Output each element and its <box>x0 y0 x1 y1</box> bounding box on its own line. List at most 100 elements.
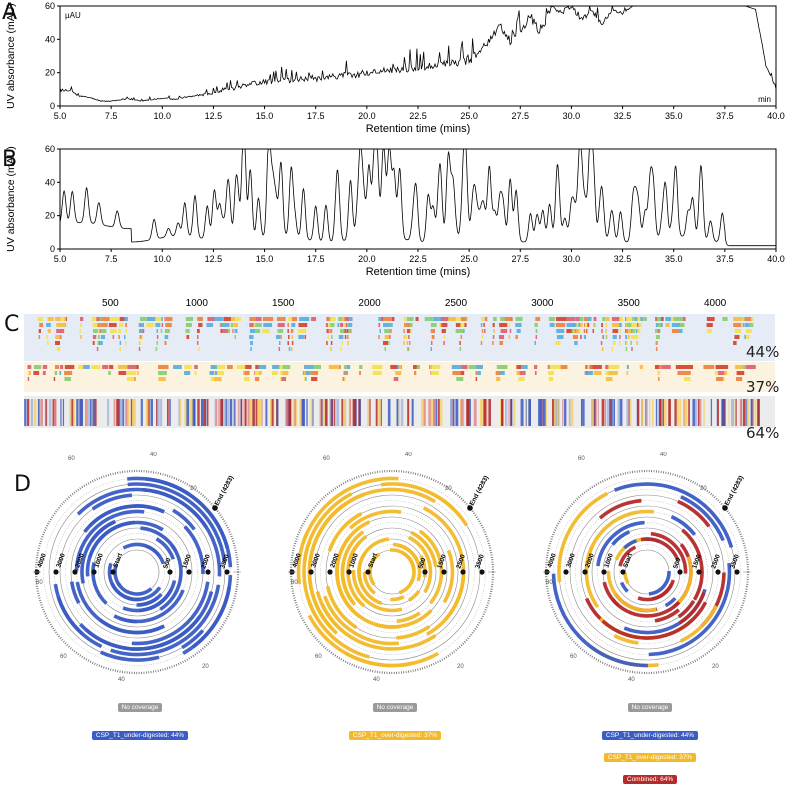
peptide-block-under <box>742 323 745 327</box>
combined-coverage-stripe <box>646 399 648 426</box>
peptide-block-under <box>677 323 685 327</box>
combined-coverage-stripe <box>87 399 90 426</box>
combined-coverage-stripe <box>460 399 464 426</box>
peptide-block-under <box>656 335 658 339</box>
peptide-block-under <box>155 317 162 321</box>
combined-coverage-stripe <box>611 399 614 426</box>
peptide-block-under <box>100 341 103 345</box>
combined-coverage-stripe <box>321 399 323 426</box>
peptide-block-under <box>253 317 262 321</box>
legend-no-coverage: No coverage <box>117 703 163 712</box>
peptide-block-under <box>573 329 580 333</box>
peptide-block-under <box>344 329 346 333</box>
peptide-block-under <box>578 317 583 321</box>
peptide-block-over <box>468 365 479 369</box>
peptide-block-under <box>556 317 567 321</box>
peptide-block-under <box>744 335 746 339</box>
peptide-block-under <box>262 317 274 321</box>
combined-coverage-stripe <box>215 399 218 426</box>
peptide-block-under <box>388 341 390 345</box>
peptide-block-over <box>118 371 127 375</box>
peptide-block-under <box>288 317 291 321</box>
peptide-block-under <box>636 335 639 339</box>
peptide-block-under <box>341 341 344 345</box>
combined-coverage-stripe <box>661 399 665 426</box>
peptide-block-under <box>480 323 483 327</box>
peptide-block-under <box>344 317 349 321</box>
peptide-block-over <box>722 377 725 381</box>
combined-coverage-stripe <box>31 399 33 426</box>
peptide-block-over <box>534 365 538 369</box>
position-label: 3500 <box>219 553 231 569</box>
peptide-block-under <box>124 317 128 321</box>
combined-coverage-stripe <box>85 399 88 426</box>
combined-coverage-stripe <box>552 399 554 426</box>
combined-coverage-stripe <box>679 399 682 426</box>
peptide-block-over <box>184 371 191 375</box>
peptide-block-under <box>612 341 616 345</box>
peptide-block-under <box>249 323 254 327</box>
peptide-block-under <box>165 323 172 327</box>
peptide-block-under <box>611 347 614 351</box>
combined-coverage-stripe <box>684 399 688 426</box>
peptide-block-over <box>254 371 261 375</box>
combined-coverage-stripe <box>271 399 274 426</box>
peptide-block-under <box>612 323 620 327</box>
x-tick-label: 7.5 <box>105 111 118 121</box>
peptide-block-under <box>746 323 754 327</box>
combined-coverage-stripe <box>234 399 237 426</box>
position-marker <box>91 569 97 575</box>
coverage-arc <box>110 584 221 657</box>
peptide-block-under <box>483 323 485 327</box>
combined-coverage-stripe <box>179 399 182 426</box>
peptide-block-under <box>97 329 100 333</box>
peptide-block-under <box>566 323 574 327</box>
combined-coverage-stripe <box>387 399 391 426</box>
x-tick-label: 37.5 <box>716 111 734 121</box>
coverage-arc <box>351 569 403 613</box>
combined-coverage-stripe <box>119 399 123 426</box>
peptide-block-over <box>501 365 508 369</box>
peptide-block-under <box>119 341 122 345</box>
peptide-block-over <box>280 371 285 375</box>
coverage-arc <box>144 544 161 558</box>
coverage-arc <box>396 611 421 624</box>
combined-coverage-stripe <box>273 399 275 426</box>
combined-coverage-stripe <box>184 399 188 426</box>
coverage-arc <box>623 538 638 550</box>
peptide-block-under <box>164 335 169 339</box>
peptide-block-under <box>249 329 256 333</box>
position-marker <box>677 569 683 575</box>
combined-coverage-stripe <box>214 399 216 426</box>
outer-tick-label: 60 <box>570 654 577 660</box>
combined-coverage-stripe <box>200 399 204 426</box>
coverage-x-tick-label: 1500 <box>272 298 295 309</box>
peptide-block-over <box>372 365 383 369</box>
peptide-block-under <box>146 323 155 327</box>
peptide-block-over <box>654 365 659 369</box>
peptide-block-over <box>214 365 226 369</box>
combined-coverage-stripe <box>257 399 261 426</box>
x-tick-label: 5.0 <box>54 254 67 264</box>
coverage-arc <box>296 531 310 585</box>
coverage-arc <box>83 504 165 533</box>
peptide-block-under <box>311 317 317 321</box>
combined-coverage-stripe <box>186 399 190 426</box>
peptide-block-over <box>724 371 728 375</box>
peptide-block-under <box>326 341 328 345</box>
peptide-block-over <box>475 371 478 375</box>
peptide-block-under <box>403 329 405 333</box>
peptide-block-over <box>28 371 31 375</box>
combined-coverage-stripe <box>619 399 623 426</box>
peptide-block-under <box>96 317 100 321</box>
peptide-block-under <box>298 323 308 327</box>
peptide-block-under <box>594 323 596 327</box>
combined-coverage-stripe <box>722 399 725 426</box>
peptide-block-under <box>207 317 216 321</box>
peptide-block-under <box>378 335 380 339</box>
coverage-arc <box>362 571 377 595</box>
peptide-block-under <box>484 317 488 321</box>
peptide-block-over <box>310 371 319 375</box>
combined-coverage-stripe <box>70 399 72 426</box>
position-marker <box>346 569 352 575</box>
